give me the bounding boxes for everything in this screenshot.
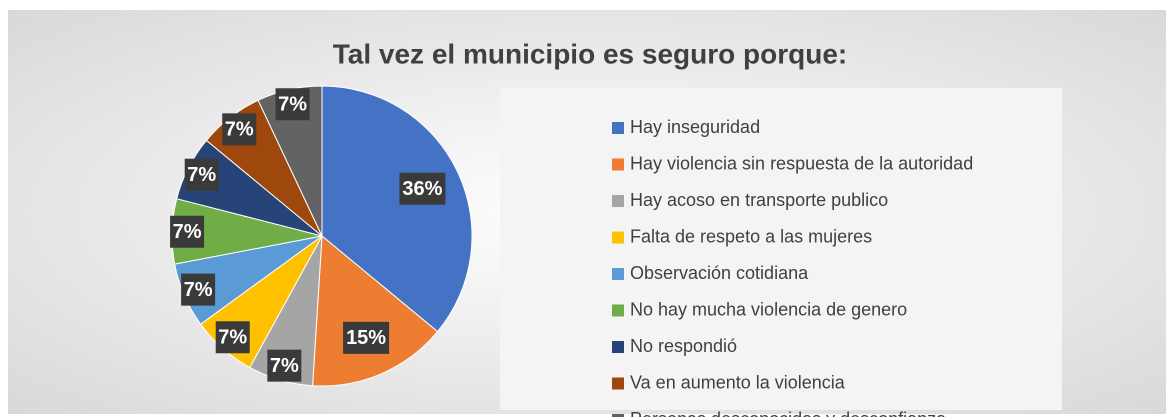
data-label: 7%	[187, 164, 216, 186]
legend-swatch	[612, 341, 624, 353]
legend-swatch	[612, 414, 624, 417]
legend-swatch	[612, 122, 624, 134]
data-label: 7%	[270, 355, 299, 377]
data-label-bg	[222, 113, 257, 146]
data-label: 7%	[218, 327, 247, 349]
data-label: 15%	[346, 327, 386, 349]
data-label-bg	[275, 88, 310, 121]
data-label: 7%	[173, 221, 202, 243]
data-label-bg	[267, 349, 302, 382]
data-label-bg	[215, 321, 250, 354]
legend-label: No hay mucha violencia de genero	[630, 299, 907, 319]
data-label-bg	[399, 172, 446, 205]
legend-label: Observación cotidiana	[630, 263, 809, 283]
chart-title: Tal vez el municipio es seguro porque:	[333, 38, 847, 69]
legend-label: Falta de respeto a las mujeres	[630, 226, 872, 246]
legend-swatch	[612, 195, 624, 207]
data-label: 7%	[278, 94, 307, 116]
pie-slice	[321, 85, 473, 333]
data-label: 36%	[402, 178, 442, 200]
legend-label: No respondió	[630, 336, 737, 356]
data-label-bg	[184, 158, 219, 191]
data-label: 7%	[225, 119, 254, 141]
legend-box	[500, 88, 1062, 410]
legend-label: Personas desconocidas y desconfianza	[630, 409, 947, 417]
data-label: 7%	[184, 279, 213, 301]
legend-label: Hay acoso en transporte publico	[630, 190, 888, 210]
data-label-bg	[343, 321, 390, 354]
legend-swatch	[612, 304, 624, 317]
legend-label: Hay inseguridad	[630, 117, 760, 137]
legend-swatch	[612, 377, 624, 390]
legend-label: Hay violencia sin respuesta de la autori…	[630, 153, 973, 173]
data-label-bg	[170, 215, 205, 248]
legend-swatch	[612, 231, 624, 244]
legend-swatch	[612, 158, 624, 171]
legend-label: Va en aumento la violencia	[630, 372, 846, 392]
data-label-bg	[181, 273, 216, 306]
legend-swatch	[612, 268, 624, 280]
